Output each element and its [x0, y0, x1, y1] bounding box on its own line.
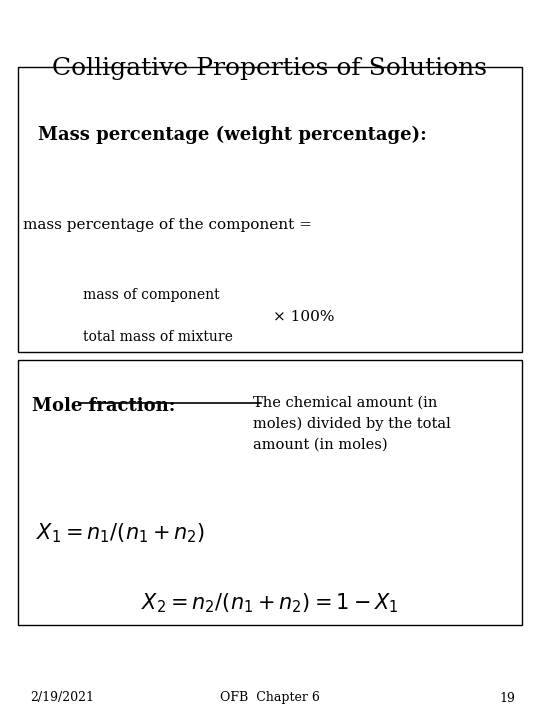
Text: Mass percentage (weight percentage):: Mass percentage (weight percentage):	[38, 126, 427, 144]
Text: The chemical amount (in
moles) divided by the total
amount (in moles): The chemical amount (in moles) divided b…	[253, 396, 451, 452]
Text: mass percentage of the component =: mass percentage of the component =	[23, 218, 312, 232]
Text: $X_1 = n_1/(n_1 + n_2)$: $X_1 = n_1/(n_1 + n_2)$	[36, 521, 205, 545]
Text: Colligative Properties of Solutions: Colligative Properties of Solutions	[52, 56, 488, 79]
Text: $X_2 = n_2/(n_1 + n_2) = 1 - X_1$: $X_2 = n_2/(n_1 + n_2) = 1 - X_1$	[141, 591, 399, 615]
Text: mass of component: mass of component	[83, 288, 220, 302]
Text: total mass of mixture: total mass of mixture	[83, 330, 233, 344]
Text: Mole fraction:: Mole fraction:	[32, 397, 176, 415]
FancyBboxPatch shape	[18, 67, 522, 352]
Text: OFB  Chapter 6: OFB Chapter 6	[220, 691, 320, 704]
Text: 19: 19	[499, 691, 515, 704]
Text: 2/19/2021: 2/19/2021	[30, 691, 94, 704]
FancyBboxPatch shape	[18, 360, 522, 625]
Text: × 100%: × 100%	[273, 310, 334, 324]
